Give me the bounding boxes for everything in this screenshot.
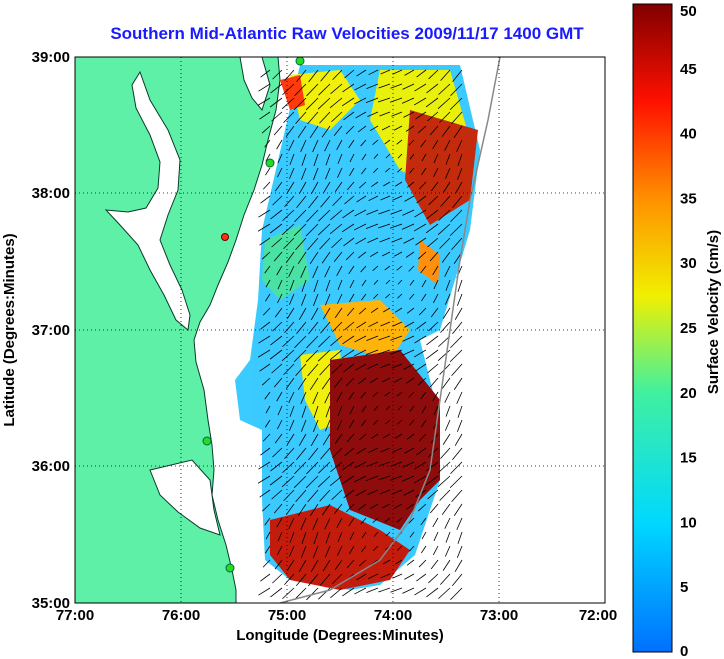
colorbar-ticks: 0 5 10 15 20 25 30 35 40 45 50 <box>680 3 697 659</box>
land-mass <box>75 57 281 603</box>
colorbar-tick-label: 15 <box>680 450 697 467</box>
colorbar-tick-label: 35 <box>680 190 697 207</box>
colorbar-tick-label: 5 <box>680 579 688 596</box>
y-tick-label: 37:00 <box>32 322 70 339</box>
colorbar-tick-label: 20 <box>680 385 697 402</box>
pamlico-sound <box>149 459 221 536</box>
station-marker <box>225 563 235 573</box>
x-tick-label: 76:00 <box>162 607 200 624</box>
colorbar-tick-label: 10 <box>680 514 697 531</box>
colorbar-tick-label: 45 <box>680 61 697 78</box>
y-tick-label: 36:00 <box>32 458 70 475</box>
x-axis-label: Longitude (Degrees:Minutes) <box>236 627 444 644</box>
station-marker <box>221 233 229 241</box>
y-axis-label: Latitude (Degrees:Minutes) <box>1 233 18 426</box>
y-tick-label: 39:00 <box>32 49 70 66</box>
x-tick-label: 74:00 <box>374 607 412 624</box>
map-title: Southern Mid-Atlantic Raw Velocities 200… <box>110 24 584 43</box>
colorbar-tick-label: 30 <box>680 255 697 272</box>
shelf-contour <box>279 57 501 603</box>
colorbar-tick-label: 50 <box>680 3 697 20</box>
colorbar-tick-label: 0 <box>680 643 688 659</box>
colorbar-label: Surface Velocity (cm/s) <box>705 230 722 394</box>
delaware-bay <box>239 57 271 112</box>
x-tick-label: 75:00 <box>268 607 306 624</box>
velocity-vectors <box>257 69 463 601</box>
chesapeake-bay <box>104 70 191 331</box>
y-tick-label: 38:00 <box>32 185 70 202</box>
colorbar <box>632 3 673 653</box>
y-tick-label: 35:00 <box>32 595 70 612</box>
colorbar-tick-label: 25 <box>680 320 697 337</box>
plot-frame <box>74 56 606 604</box>
x-tick-label: 72:00 <box>579 607 617 624</box>
colorbar-tick-label: 40 <box>680 126 697 143</box>
x-tick-label: 77:00 <box>56 607 94 624</box>
grid-lines <box>75 57 605 603</box>
station-marker <box>202 436 212 446</box>
station-marker <box>295 57 305 66</box>
station-marker <box>265 158 275 168</box>
x-tick-label: 73:00 <box>480 607 518 624</box>
